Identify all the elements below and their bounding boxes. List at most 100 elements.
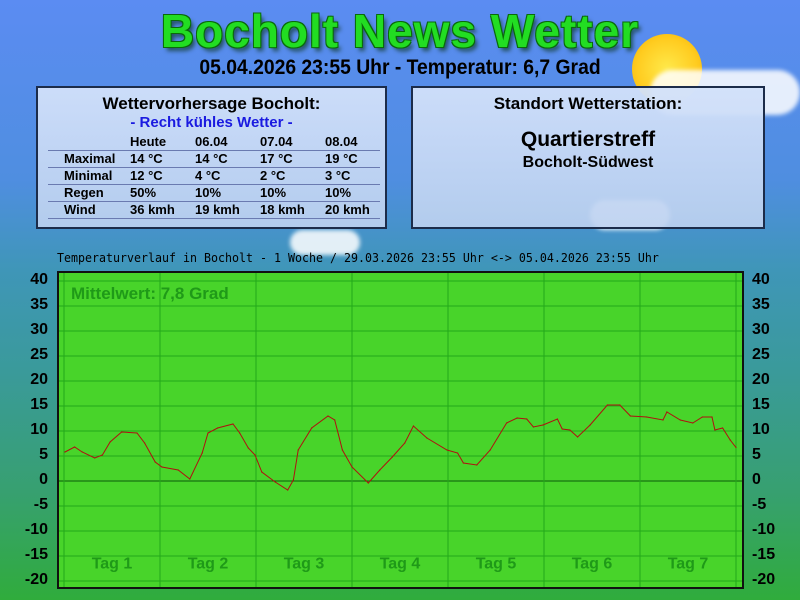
x-tick-label: Tag 7	[668, 556, 709, 573]
y-tick-label-right: 35	[752, 296, 770, 313]
cloud-decoration	[290, 230, 360, 255]
data-point	[532, 426, 535, 428]
y-tick-label-right: 25	[752, 346, 770, 363]
forecast-title: Wettervorhersage Bocholt:	[102, 94, 321, 113]
site-title: Bocholt News Wetter	[160, 5, 640, 57]
x-tick-label: Tag 1	[92, 556, 133, 573]
data-point	[404, 442, 406, 444]
forecast-cell: 2 °C	[260, 168, 286, 183]
data-point	[701, 416, 704, 418]
forecast-cell: 12 °C	[130, 168, 163, 183]
station-panel: Standort Wetterstation: Quartierstreff B…	[411, 86, 765, 229]
forecast-cell: 10%	[325, 185, 352, 200]
data-point	[287, 489, 289, 491]
data-point	[542, 424, 544, 426]
chart-svg: Tag 1 Tag 2 Tag 3 Tag 4 Tag 5 Tag 6 Tag 7	[59, 273, 742, 587]
forecast-cell: 50%	[130, 185, 157, 200]
y-tick-label-right: -10	[752, 521, 776, 538]
table-divider	[48, 201, 380, 202]
data-point	[426, 437, 428, 439]
chart-title: Temperaturverlauf in Bocholt - 1 Woche /…	[57, 250, 659, 265]
data-point	[64, 451, 66, 453]
data-point	[714, 429, 716, 431]
data-point	[646, 416, 648, 418]
data-point	[144, 442, 146, 444]
data-point	[606, 404, 608, 406]
forecast-row-label: Wind	[64, 202, 96, 217]
data-point	[489, 449, 491, 451]
y-tick-label-right: -5	[752, 496, 767, 513]
forecast-column-header: 07.04	[260, 134, 293, 149]
y-tick-label-right: 10	[752, 421, 770, 438]
forecast-column-header: 08.04	[325, 134, 358, 149]
y-tick-label-right: 15	[752, 396, 770, 413]
forecast-cell: 10%	[195, 185, 222, 200]
forecast-cell: 17 °C	[260, 151, 293, 166]
station-title: Standort Wetterstation:	[493, 94, 683, 113]
data-point	[679, 419, 681, 421]
data-point	[589, 424, 591, 426]
x-tick-label: Tag 3	[284, 556, 325, 573]
data-point	[101, 454, 103, 456]
y-tick-label-left: -15	[24, 546, 48, 563]
data-point	[391, 456, 393, 458]
data-point	[217, 427, 219, 429]
y-tick-label-right: 0	[752, 471, 761, 488]
data-point	[569, 429, 571, 431]
y-tick-label-right: 20	[752, 371, 770, 388]
data-point	[662, 419, 664, 421]
data-point	[341, 449, 343, 451]
data-point	[189, 478, 191, 480]
data-point	[505, 422, 508, 424]
y-tick-label-left: 20	[30, 371, 48, 388]
table-divider	[48, 184, 380, 185]
data-point	[367, 482, 369, 484]
forecast-cell: 14 °C	[130, 151, 163, 166]
temperature-chart: Tag 1 Tag 2 Tag 3 Tag 4 Tag 5 Tag 6 Tag 7 Mitt…	[57, 271, 744, 589]
data-point	[334, 419, 336, 421]
y-tick-label-left: 35	[30, 296, 48, 313]
data-point	[161, 466, 163, 468]
data-point	[457, 452, 459, 454]
forecast-cell: 36 kmh	[130, 202, 175, 217]
forecast-cell: 19 °C	[325, 151, 358, 166]
current-temperature-line: 05.04.2026 23:55 Uhr - Temperatur: 6,7 G…	[199, 56, 601, 79]
data-point	[462, 462, 464, 464]
y-tick-label-left: 40	[30, 271, 48, 288]
data-point	[446, 449, 448, 451]
data-point	[232, 423, 234, 425]
y-tick-label-right: 5	[752, 446, 761, 463]
data-point	[721, 427, 724, 429]
data-point	[311, 427, 313, 429]
forecast-cell: 19 kmh	[195, 202, 240, 217]
x-tick-label: Tag 5	[476, 556, 517, 573]
data-point	[619, 404, 621, 406]
data-point	[729, 439, 731, 441]
x-tick-label: Tag 4	[380, 556, 421, 573]
temperature-line	[64, 404, 737, 491]
y-tick-label-left: 5	[39, 446, 48, 463]
x-tick-label: Tag 6	[572, 556, 613, 573]
y-tick-label-right: 30	[752, 321, 770, 338]
forecast-panel: Wettervorhersage Bocholt: - Recht kühles…	[36, 86, 387, 229]
station-name: Quartierstreff	[520, 128, 656, 151]
data-point	[292, 479, 295, 481]
data-point	[351, 466, 353, 468]
data-point	[735, 446, 737, 449]
forecast-column-header: Heute	[130, 134, 167, 149]
y-tick-label-right: -20	[752, 571, 776, 588]
data-point	[692, 422, 694, 424]
data-point	[629, 415, 632, 417]
y-tick-label-left: 0	[39, 471, 48, 488]
data-point	[177, 469, 179, 471]
forecast-cell: 20 kmh	[325, 202, 370, 217]
y-tick-label-left: -5	[33, 496, 48, 513]
table-divider	[48, 167, 380, 168]
y-tick-label-left: 30	[30, 321, 48, 338]
data-point	[81, 451, 83, 453]
data-point	[711, 416, 713, 418]
station-location: Bocholt-Südwest	[522, 154, 654, 171]
forecast-row-label: Minimal	[64, 168, 113, 183]
forecast-column-header: 06.04	[195, 134, 228, 149]
forecast-cell: 14 °C	[195, 151, 228, 166]
